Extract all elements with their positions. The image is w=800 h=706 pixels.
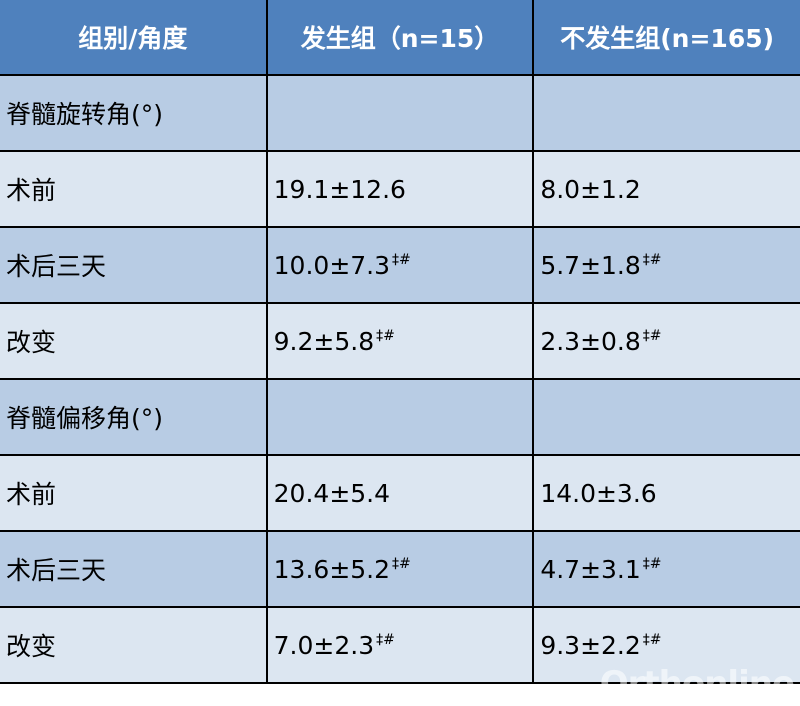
cell-value: 9.2±5.8 [273,326,375,356]
row-label: 脊髓旋转角(°) [0,74,268,152]
cell-value: 术后三天 [6,556,107,585]
cell-value: 改变 [6,632,57,661]
cell-value: 7.0±2.3 [273,630,375,660]
cell-value: 4.7±3.1 [540,554,641,584]
significance-marker: ‡# [376,327,395,344]
cell-value: 14.0±3.6 [540,478,657,508]
occurrence-group-cell: 9.2±5.8 ‡# [265,302,535,380]
row-label: 术后三天 [0,530,268,608]
watermark-logo: Orthonline [599,664,795,704]
cell-value: 9.3±2.2 [540,630,641,660]
header-cell: 发生组（n=15） [265,0,535,76]
occurrence-group-cell: 10.0±7.3 ‡# [265,226,535,304]
non-occurrence-group-cell: 4.7±3.1 ‡# [532,530,800,608]
cell-value: 20.4±5.4 [273,478,391,508]
occurrence-group-cell [265,74,535,152]
cell-value: 13.6±5.2 [273,554,391,584]
non-occurrence-group-cell [532,378,800,456]
row-label: 脊髓偏移角(°) [0,378,268,456]
row-label: 术后三天 [0,226,268,304]
cell-value: 10.0±7.3 [273,250,391,280]
table-row: 脊髓偏移角(°) [0,378,800,456]
table-row: 术后三天 10.0±7.3 ‡# 5.7±1.8 ‡# [0,226,800,304]
header-cell: 组别/角度 [0,0,268,76]
significance-marker: ‡# [392,251,411,268]
non-occurrence-group-cell: 14.0±3.6 [532,454,800,532]
table-row: 改变 9.2±5.8 ‡# 2.3±0.8 ‡# [0,302,800,380]
header-cell: 不发生组(n=165) [532,0,800,76]
cell-value: 术前 [6,176,57,205]
cell-value: 19.1±12.6 [273,174,406,204]
cell-value: 脊髓旋转角(°) [6,100,164,129]
table-row: 改变 7.0±2.3 ‡# 9.3±2.2 ‡# [0,606,800,684]
cell-value: 脊髓偏移角(°) [6,404,164,433]
table-row: 术前 19.1±12.6 8.0±1.2 [0,150,800,228]
occurrence-group-cell [265,378,535,456]
occurrence-group-cell: 20.4±5.4 [265,454,535,532]
header-row: 组别/角度 发生组（n=15） 不发生组(n=165) [0,0,800,76]
significance-marker: ‡# [642,555,662,572]
row-label: 改变 [0,302,268,380]
cell-value: 改变 [6,328,57,357]
table-row: 脊髓旋转角(°) [0,74,800,152]
cell-value: 术前 [6,480,57,509]
non-occurrence-group-cell: 8.0±1.2 [532,150,800,228]
occurrence-group-cell: 13.6±5.2 ‡# [265,530,535,608]
table-row: 术前 20.4±5.4 14.0±3.6 [0,454,800,532]
significance-marker: ‡# [392,555,411,572]
occurrence-group-cell: 19.1±12.6 [265,150,535,228]
significance-marker: ‡# [642,631,662,648]
non-occurrence-group-cell: 5.7±1.8 ‡# [532,226,800,304]
non-occurrence-group-cell: 9.3±2.2 ‡# [532,606,800,684]
cell-value: 2.3±0.8 [540,326,641,356]
cell-value: 8.0±1.2 [540,174,641,204]
significance-marker: ‡# [376,631,395,648]
row-label: 术前 [0,454,268,532]
table-row: 术后三天 13.6±5.2 ‡# 4.7±3.1 ‡# [0,530,800,608]
non-occurrence-group-cell: 2.3±0.8 ‡# [532,302,800,380]
cell-value: 5.7±1.8 [540,250,641,280]
cell-value: 术后三天 [6,252,107,281]
significance-marker: ‡# [642,251,662,268]
data-table: 组别/角度 发生组（n=15） 不发生组(n=165) 脊髓旋转角(°) 术前 19… [0,0,800,684]
non-occurrence-group-cell [532,74,800,152]
row-label: 改变 [0,606,268,684]
occurrence-group-cell: 7.0±2.3 ‡# [265,606,535,684]
significance-marker: ‡# [642,327,662,344]
row-label: 术前 [0,150,268,228]
